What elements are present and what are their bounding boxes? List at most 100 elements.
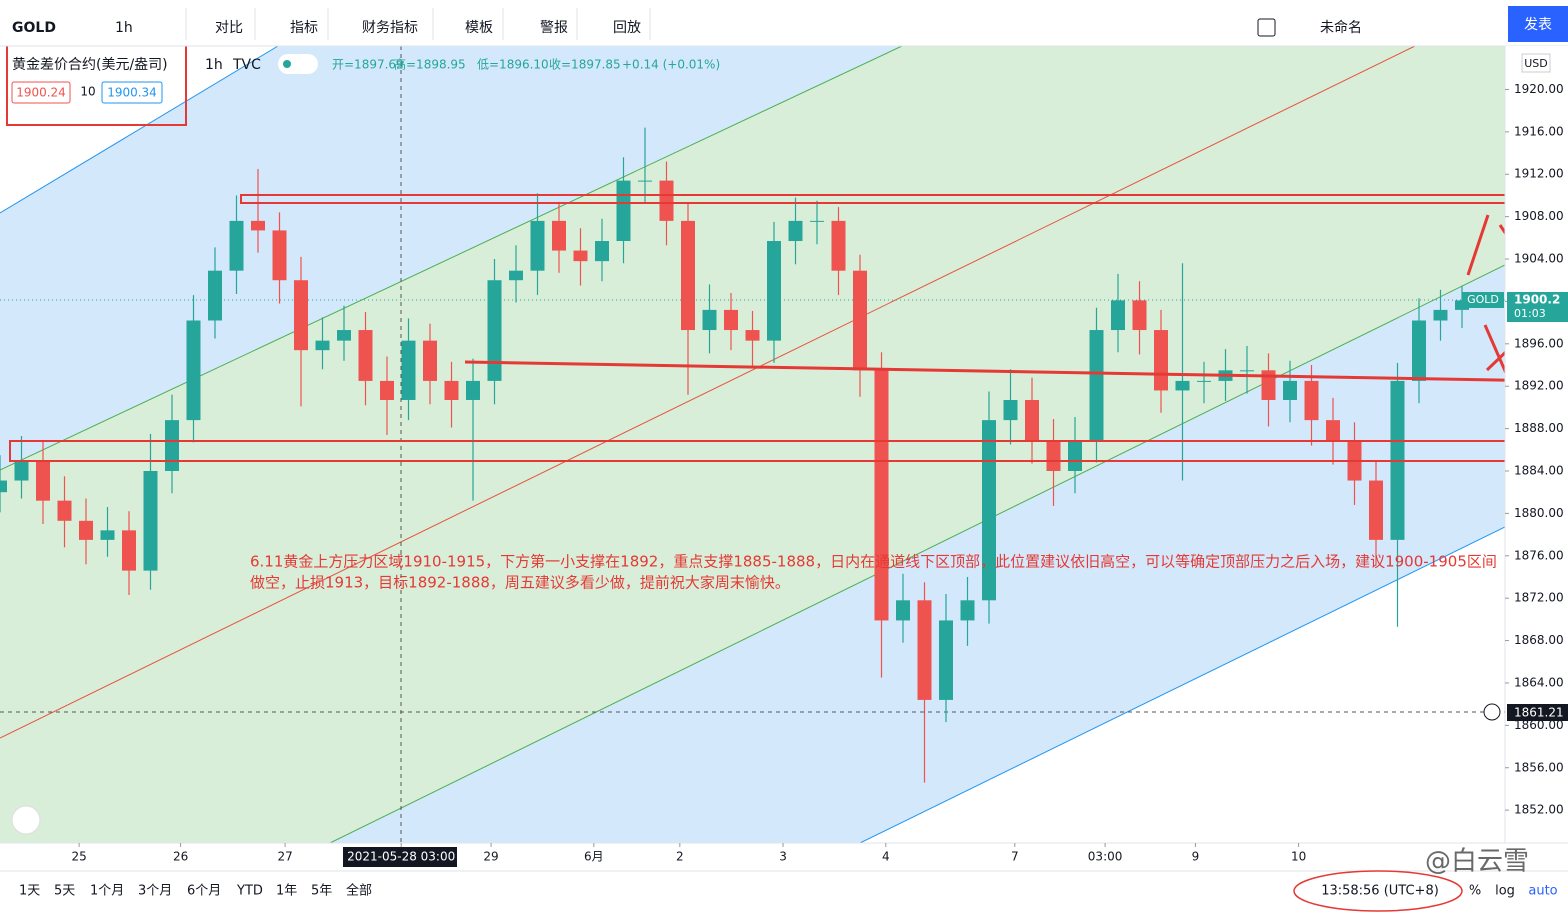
logo[interactable] — [11, 805, 41, 835]
candle-body — [1068, 440, 1082, 471]
candle-body — [917, 600, 932, 700]
candle-body — [294, 280, 308, 351]
candle-body — [1412, 320, 1426, 381]
toolbar-item[interactable]: 指标 — [290, 20, 318, 36]
candle-body — [251, 220, 265, 231]
crosshair-price: 1861.21 — [1514, 706, 1564, 720]
x-tick-label: 26 — [173, 850, 188, 864]
add-button[interactable] — [1483, 703, 1501, 721]
x-tick-label: 2021-05-28 03:00 — [347, 850, 455, 864]
watermark: @白云雪 — [1425, 847, 1529, 877]
candle-body — [767, 241, 781, 341]
x-tick-label: 27 — [277, 850, 292, 864]
countdown: 01:03 — [1514, 307, 1546, 320]
candle-body — [960, 600, 975, 621]
checkbox[interactable] — [1257, 18, 1276, 37]
toolbar-item[interactable]: 回放 — [613, 20, 641, 36]
candle-body — [272, 230, 287, 281]
range-button[interactable]: 1天 — [19, 884, 40, 899]
candle-body — [788, 220, 803, 242]
percent-toggle[interactable]: % — [1469, 884, 1481, 899]
candle-body — [57, 500, 72, 521]
legend-close: 收=1897.85 — [549, 58, 621, 72]
symbol[interactable]: GOLD — [12, 20, 56, 36]
clock: 13:58:56 (UTC+8) — [1321, 884, 1439, 899]
x-tick-label: 10 — [1291, 850, 1306, 864]
publish-button[interactable] — [1508, 6, 1568, 42]
publish-label[interactable]: 发表 — [1524, 17, 1552, 33]
candle-body — [401, 340, 416, 400]
currency[interactable]: USD — [1524, 57, 1548, 70]
candle-body — [1240, 370, 1254, 372]
y-tick-label: 1884.00 — [1514, 463, 1564, 477]
legend-low: 低=1896.10 — [477, 58, 549, 72]
candle-body — [595, 241, 609, 262]
bid[interactable]: 1900.24 — [16, 86, 66, 100]
candle-body — [143, 470, 158, 571]
toolbar-item[interactable]: 警报 — [540, 20, 568, 36]
y-tick-label: 1856.00 — [1514, 760, 1564, 774]
y-tick-label: 1896.00 — [1514, 336, 1564, 350]
candle-body — [0, 480, 7, 493]
candle-body — [573, 250, 588, 262]
x-tick-label: 7 — [1011, 850, 1019, 864]
auto-toggle[interactable]: auto — [1528, 884, 1557, 899]
bid-box[interactable] — [11, 81, 71, 104]
candle-body — [1261, 370, 1276, 400]
x-tick-label: 29 — [483, 850, 498, 864]
candle-body — [659, 180, 674, 221]
candle-body — [208, 270, 222, 321]
x-tick-label: 3 — [779, 850, 787, 864]
symbol-tag-label: GOLD — [1467, 293, 1499, 306]
candle-body — [14, 460, 29, 481]
candle-body — [466, 380, 480, 400]
range-button[interactable]: 3个月 — [138, 884, 172, 899]
candle-body — [1197, 380, 1211, 382]
candle-body — [380, 380, 394, 400]
candle-body — [1046, 440, 1061, 471]
candle-body — [982, 420, 996, 601]
y-tick-label: 1888.00 — [1514, 421, 1564, 435]
ask-box[interactable] — [101, 81, 163, 104]
toolbar — [0, 0, 1568, 46]
candle-body — [186, 320, 201, 421]
log-toggle[interactable]: log — [1495, 884, 1515, 899]
currency-box[interactable] — [1521, 53, 1551, 73]
layout-name[interactable]: 未命名 — [1320, 19, 1362, 36]
spread: 10 — [80, 85, 95, 99]
candle-body — [810, 220, 824, 222]
crosshair-time-tag — [343, 847, 457, 867]
candle-body — [745, 330, 760, 341]
legend-source: TVC — [232, 57, 261, 73]
last-price-tag — [1507, 292, 1568, 322]
last-price: 1900.2 — [1514, 293, 1560, 307]
plot-background — [0, 46, 1505, 843]
y-tick-label: 1908.00 — [1514, 209, 1564, 223]
y-tick-label: 1916.00 — [1514, 124, 1564, 138]
range-button[interactable]: 5天 — [54, 884, 75, 899]
toolbar-item[interactable]: 对比 — [215, 20, 243, 36]
toolbar-item[interactable]: 模板 — [465, 20, 493, 36]
candle-body — [616, 180, 631, 242]
range-button[interactable]: 6个月 — [187, 884, 221, 899]
candle-body — [358, 330, 373, 381]
candle-body — [1283, 380, 1297, 400]
toolbar-item[interactable]: 财务指标 — [362, 20, 418, 36]
range-button[interactable]: YTD — [236, 884, 263, 899]
candle-body — [1132, 300, 1147, 331]
candle-body — [1025, 399, 1039, 441]
candle-body — [79, 520, 93, 540]
ask[interactable]: 1900.34 — [107, 86, 157, 100]
candle-body — [444, 380, 459, 400]
candle-body — [229, 220, 244, 271]
y-tick-label: 1920.00 — [1514, 82, 1564, 96]
range-button[interactable]: 5年 — [311, 884, 332, 899]
range-button[interactable]: 1年 — [276, 884, 297, 899]
interval[interactable]: 1h — [115, 20, 133, 36]
y-tick-label: 1880.00 — [1514, 506, 1564, 520]
status-dot — [283, 60, 291, 68]
range-button[interactable]: 1个月 — [90, 884, 124, 899]
crosshair-price-tag — [1507, 704, 1568, 721]
range-button[interactable]: 全部 — [346, 883, 372, 899]
